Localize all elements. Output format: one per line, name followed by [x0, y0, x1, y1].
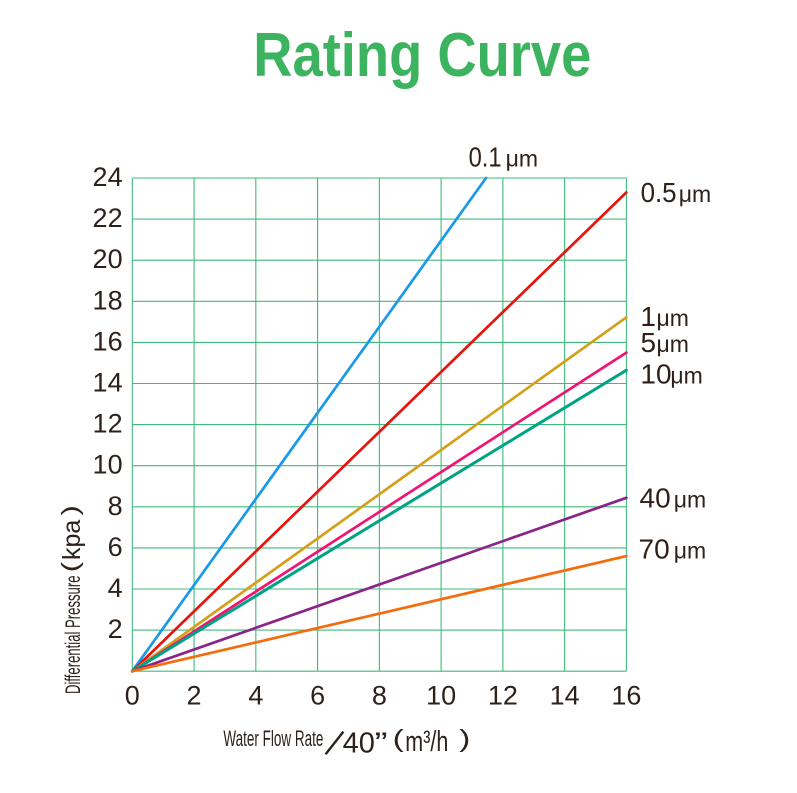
svg-text:40: 40 [640, 483, 671, 514]
svg-text:0.1: 0.1 [469, 141, 502, 172]
svg-text:22: 22 [93, 203, 123, 233]
svg-text:20: 20 [93, 244, 123, 274]
svg-text:μm: μm [679, 181, 711, 207]
svg-text:70: 70 [639, 533, 670, 564]
svg-text:10: 10 [93, 450, 123, 480]
svg-text:μm: μm [674, 487, 706, 513]
svg-text:40: 40 [343, 727, 375, 759]
svg-text:μm: μm [657, 305, 689, 331]
svg-text:6: 6 [108, 532, 123, 562]
svg-text:kpa: kpa [58, 520, 86, 560]
svg-text:2: 2 [187, 680, 202, 710]
svg-text:μm: μm [674, 537, 706, 563]
svg-text:Differential Pressure: Differential Pressure [62, 576, 85, 695]
svg-text:6: 6 [310, 680, 325, 710]
svg-text:2: 2 [108, 614, 123, 644]
svg-text:1: 1 [640, 301, 656, 332]
svg-text:10: 10 [640, 358, 671, 389]
svg-text:μm: μm [657, 331, 689, 357]
svg-text:Rating Curve: Rating Curve [253, 21, 591, 90]
svg-text:18: 18 [93, 285, 123, 315]
svg-text:14: 14 [93, 368, 123, 398]
svg-text:12: 12 [488, 680, 518, 710]
svg-text:8: 8 [108, 491, 123, 521]
svg-text:16: 16 [611, 680, 641, 710]
svg-text:16: 16 [93, 326, 123, 356]
svg-text:8: 8 [372, 680, 387, 710]
svg-text:5: 5 [641, 327, 657, 358]
svg-text:0.5: 0.5 [641, 177, 677, 208]
svg-text:m³/h: m³/h [405, 726, 448, 758]
svg-text:12: 12 [93, 409, 123, 439]
svg-text:): ) [57, 505, 83, 515]
svg-text:μm: μm [506, 145, 538, 171]
svg-text:): ) [459, 725, 470, 753]
svg-text:(: ( [57, 562, 83, 572]
svg-text:24: 24 [93, 162, 123, 192]
svg-text:Water Flow Rate: Water Flow Rate [223, 726, 323, 751]
svg-text:4: 4 [248, 680, 263, 710]
svg-text:10: 10 [426, 680, 456, 710]
svg-text:0: 0 [125, 680, 140, 710]
svg-text:”: ” [375, 727, 388, 759]
svg-text:4: 4 [108, 573, 123, 603]
svg-text:(: ( [393, 725, 404, 753]
svg-text:μm: μm [670, 362, 702, 388]
svg-text:14: 14 [550, 680, 580, 710]
